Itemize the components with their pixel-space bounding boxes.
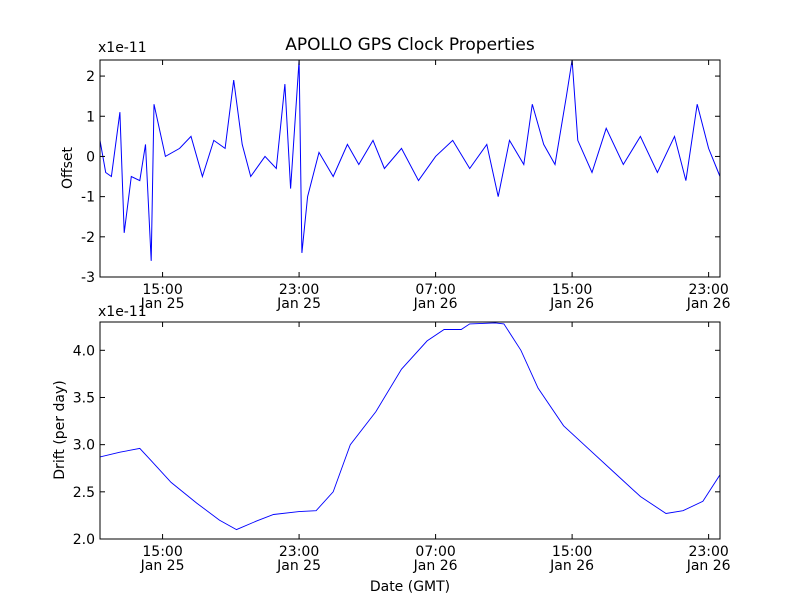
offset-scale-label: x1e-11 (98, 40, 147, 56)
drift-y-ticks: 2.0 2.5 3.0 3.5 4.0 (73, 343, 720, 548)
x-tick-time-label: 23:00 (279, 544, 319, 560)
offset-ytick-label: -1 (81, 190, 95, 206)
x-tick-time-label: 15:00 (552, 544, 592, 560)
x-tick-time-label: 15:00 (142, 282, 182, 298)
drift-axes-frame (99, 321, 721, 540)
drift-ytick-label: 3.5 (73, 390, 95, 406)
offset-axes-frame (99, 59, 721, 278)
x-tick-date-label: Jan 26 (549, 558, 594, 574)
x-tick-time-label: 23:00 (279, 282, 319, 298)
x-tick-time-label: 23:00 (688, 282, 728, 298)
x-tick-time-label: 15:00 (142, 544, 182, 560)
x-axis-label: Date (GMT) (370, 579, 450, 595)
drift-ytick-label: 4.0 (73, 343, 95, 359)
offset-y-ticks: -3 -2 -1 0 1 2 (81, 69, 720, 286)
x-tick-date-label: Jan 26 (549, 296, 594, 312)
offset-series-line (100, 60, 720, 261)
x-tick-time-label: 23:00 (688, 544, 728, 560)
offset-ytick-label: 0 (86, 149, 95, 165)
x-tick-time-label: 15:00 (552, 282, 592, 298)
drift-y-label: Drift (per day) (52, 380, 68, 479)
drift-series-line (100, 322, 720, 531)
drift-line-layer (100, 322, 720, 531)
drift-ytick-label: 2.5 (73, 485, 95, 501)
x-tick-date-label: Jan 25 (276, 558, 321, 574)
x-tick-date-label: Jan 25 (140, 558, 185, 574)
x-tick-date-label: Jan 25 (276, 296, 321, 312)
chart-title: APOLLO GPS Clock Properties (285, 35, 535, 55)
x-tick-time-label: 07:00 (415, 282, 455, 298)
x-tick-date-label: Jan 26 (413, 558, 458, 574)
drift-scale-label: x1e-11 (98, 304, 147, 320)
drift-ytick-label: 3.0 (73, 438, 95, 454)
offset-ytick-label: 1 (86, 109, 95, 125)
offset-y-label: Offset (60, 146, 76, 189)
offset-ytick-label: -2 (81, 230, 95, 246)
offset-line-layer (100, 60, 720, 261)
x-tick-date-label: Jan 26 (686, 296, 731, 312)
offset-ytick-label: -3 (81, 270, 95, 286)
x-tick-date-label: Jan 26 (413, 296, 458, 312)
offset-ytick-label: 2 (86, 69, 95, 85)
x-tick-date-label: Jan 25 (140, 296, 185, 312)
x-tick-time-label: 07:00 (415, 544, 455, 560)
drift-ytick-label: 2.0 (73, 532, 95, 548)
x-tick-date-label: Jan 26 (686, 558, 731, 574)
